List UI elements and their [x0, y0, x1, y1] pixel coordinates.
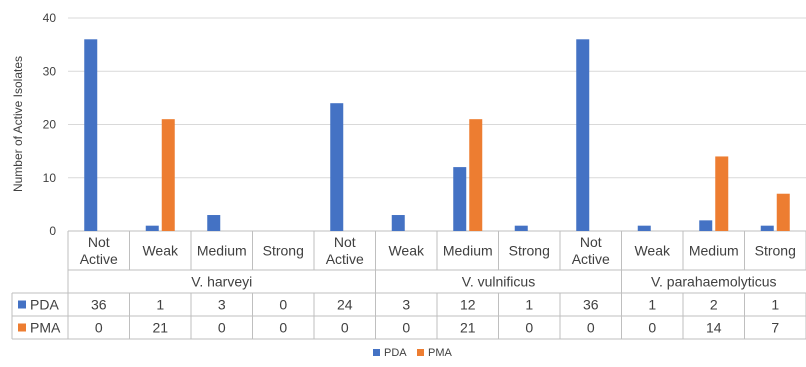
bar-pda: [576, 39, 590, 231]
y-tick-label: 10: [43, 171, 57, 185]
table-value: 1: [648, 297, 656, 313]
y-tick-label: 0: [49, 224, 56, 238]
table-value: 3: [402, 297, 410, 313]
bar-pda: [514, 225, 528, 231]
bar-pda: [330, 103, 344, 231]
category-label: Weak: [388, 243, 425, 259]
category-label: Medium: [689, 243, 739, 259]
legend-label: PMA: [428, 347, 453, 359]
category-label: Active: [80, 251, 118, 267]
table-value: 3: [218, 297, 226, 313]
table-legend-key: [18, 323, 26, 332]
bar-pma: [161, 119, 175, 231]
table-value: 0: [341, 320, 349, 336]
table-value: 14: [706, 320, 722, 336]
y-tick-label: 30: [43, 64, 57, 78]
legend-swatch-pda: [373, 349, 380, 356]
legend: PDA PMA: [373, 347, 453, 359]
bar-pma: [776, 193, 790, 231]
bar-pda: [453, 167, 467, 231]
table-value: 36: [91, 297, 107, 313]
category-label: Weak: [634, 243, 671, 259]
legend-swatch-pma: [417, 349, 424, 356]
bar-pda: [760, 225, 774, 231]
category-label: Not: [88, 234, 110, 250]
bar-pma: [715, 156, 729, 231]
category-label: Active: [572, 251, 610, 267]
table-series-name: PMA: [30, 320, 61, 336]
table-value: 21: [152, 320, 168, 336]
table-value: 0: [95, 320, 103, 336]
table-value: 12: [460, 297, 476, 313]
category-label: Medium: [443, 243, 493, 259]
table-value: 0: [525, 320, 533, 336]
category-label: Strong: [755, 243, 796, 259]
bar-pda: [391, 215, 405, 231]
bar-pda: [637, 225, 651, 231]
table-value: 0: [218, 320, 226, 336]
table-value: 0: [587, 320, 595, 336]
table-value: 24: [337, 297, 353, 313]
group-label: V. vulnificus: [462, 274, 535, 290]
legend-label: PDA: [384, 347, 407, 359]
bars: [84, 39, 790, 231]
category-label: Strong: [263, 243, 304, 259]
group-label: V. parahaemolyticus: [651, 274, 777, 290]
gridlines: [68, 17, 806, 232]
table-value: 1: [525, 297, 533, 313]
table-value: 7: [771, 320, 779, 336]
bar-pda: [84, 39, 98, 231]
table-legend-key: [18, 300, 26, 309]
table-value: 2: [710, 297, 718, 313]
table-value: 36: [583, 297, 599, 313]
group-label: V. harveyi: [191, 274, 252, 290]
table-value: 0: [279, 297, 287, 313]
bar-pda: [207, 215, 221, 231]
bar-pda: [145, 225, 159, 231]
category-label: Active: [326, 251, 364, 267]
y-axis-label: Number of Active Isolates: [11, 56, 25, 192]
table-value: 0: [402, 320, 410, 336]
bar-pda: [699, 220, 713, 231]
table-value: 0: [279, 320, 287, 336]
table-value: 21: [460, 320, 476, 336]
y-axis: 0 10 20 30 40: [43, 11, 57, 238]
bar-pma: [469, 119, 483, 231]
category-label: Strong: [509, 243, 550, 259]
category-label: Weak: [142, 243, 179, 259]
category-label: Medium: [197, 243, 247, 259]
table-value: 1: [771, 297, 779, 313]
y-tick-label: 40: [43, 11, 57, 25]
category-label: Not: [580, 234, 602, 250]
table-series-name: PDA: [30, 297, 59, 313]
table-value: 0: [648, 320, 656, 336]
category-label: Not: [334, 234, 356, 250]
table-value: 1: [156, 297, 164, 313]
y-tick-label: 20: [43, 118, 57, 132]
